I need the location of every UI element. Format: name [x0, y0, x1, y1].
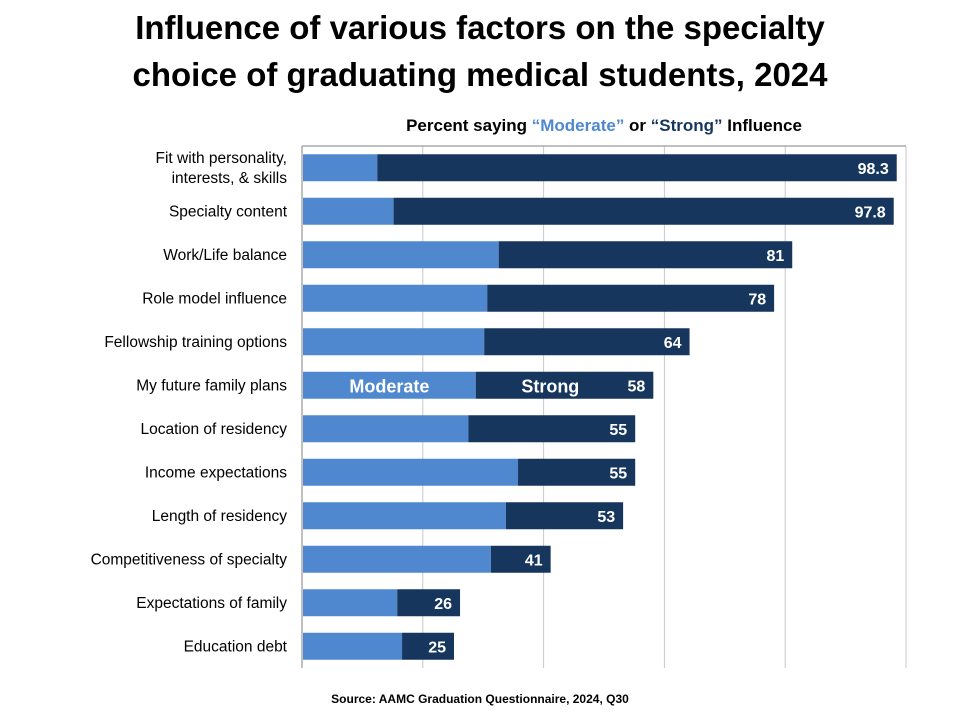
category-label: Competitiveness of specialty: [91, 551, 288, 568]
bar-moderate: [303, 502, 506, 530]
category-label: Role model influence: [142, 290, 287, 307]
bar-moderate: [303, 371, 476, 399]
category-label: Length of residency: [152, 508, 288, 525]
bar-moderate: [303, 545, 491, 573]
bar-moderate: [303, 197, 394, 225]
source-note: Source: AAMC Graduation Questionnaire, 2…: [331, 692, 629, 706]
category-label: Fit with personality,: [155, 150, 287, 167]
subtitle-middle: or: [624, 116, 651, 135]
total-value-label: 97.8: [855, 204, 886, 221]
category-label: Specialty content: [169, 203, 288, 220]
total-value-label: 98.3: [858, 161, 889, 178]
bar-strong: [484, 328, 690, 356]
bar-strong: [475, 371, 654, 399]
category-label: interests, & skills: [172, 170, 288, 187]
bar-strong: [505, 502, 624, 530]
bar-strong: [393, 197, 894, 225]
bar-strong: [498, 241, 793, 269]
bar-moderate: [303, 241, 499, 269]
category-label: Work/Life balance: [163, 247, 287, 264]
bar-strong: [487, 284, 775, 312]
subtitle-strong: “Strong”: [650, 116, 723, 135]
total-value-label: 78: [748, 291, 766, 308]
total-value-label: 53: [597, 509, 615, 526]
category-label: Expectations of family: [136, 595, 287, 612]
chart-subtitle: Percent saying “Moderate” or “Strong” In…: [302, 116, 906, 136]
category-label: My future family plans: [136, 377, 287, 394]
category-label: Fellowship training options: [104, 334, 287, 351]
legend-label-strong: Strong: [521, 376, 579, 396]
category-label: Location of residency: [141, 421, 288, 438]
bar-strong: [402, 632, 454, 660]
total-value-label: 41: [525, 552, 543, 569]
total-value-label: 26: [434, 596, 452, 613]
subtitle-suffix: Influence: [722, 116, 802, 135]
bar-strong: [468, 415, 636, 443]
bar-moderate: [303, 328, 485, 356]
bar-strong: [518, 458, 636, 486]
total-value-label: 55: [609, 465, 627, 482]
bar-moderate: [303, 632, 403, 660]
chart-title-line-2: choice of graduating medical students, 2…: [132, 56, 828, 93]
subtitle-prefix: Percent saying: [406, 116, 532, 135]
chart-title-line-1: Influence of various factors on the spec…: [135, 9, 825, 46]
bar-moderate: [303, 589, 398, 617]
bar-strong: [397, 589, 461, 617]
subtitle-moderate: “Moderate”: [531, 116, 625, 135]
total-value-label: 55: [609, 422, 627, 439]
legend-label-moderate: Moderate: [349, 376, 429, 396]
bar-strong: [377, 154, 897, 182]
bar-moderate: [303, 154, 378, 182]
category-label: Education debt: [184, 638, 288, 655]
total-value-label: 64: [664, 335, 682, 352]
bar-moderate: [303, 284, 488, 312]
bar-strong: [490, 545, 551, 573]
total-value-label: 58: [628, 378, 646, 395]
total-value-label: 81: [766, 248, 784, 265]
category-label: Income expectations: [145, 464, 287, 481]
bar-moderate: [303, 458, 519, 486]
bar-moderate: [303, 415, 469, 443]
total-value-label: 25: [428, 639, 446, 656]
